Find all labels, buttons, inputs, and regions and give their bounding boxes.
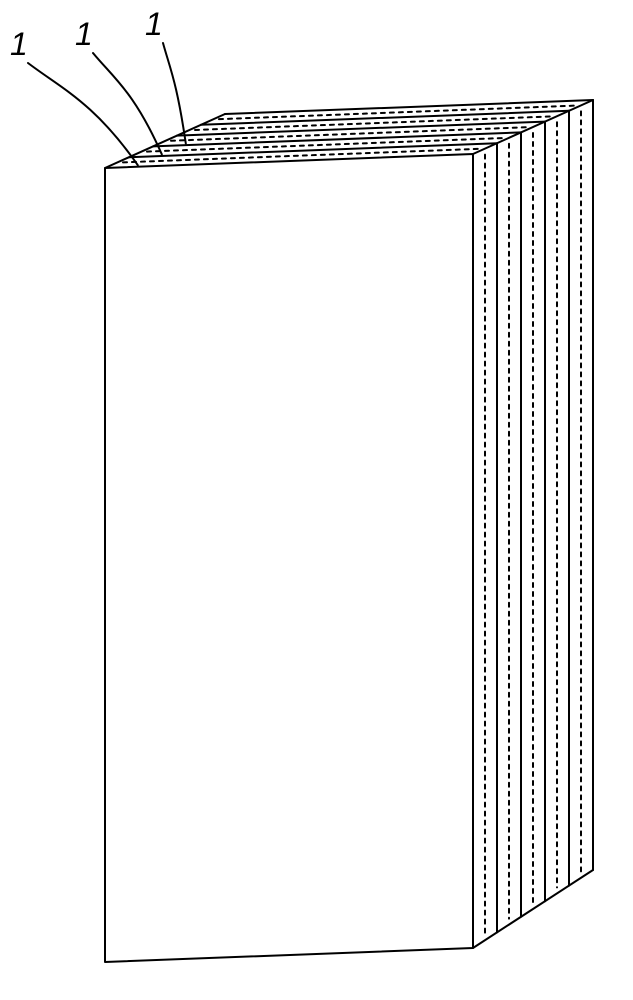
- layer-label: 1: [75, 16, 93, 52]
- layer-label: 1: [145, 6, 163, 42]
- labels: 1 1 1: [10, 6, 163, 62]
- layered-block-diagram: 1 1 1: [0, 0, 633, 1000]
- solid-edges: [105, 100, 593, 962]
- layer-label: 1: [10, 26, 28, 62]
- dashed-edges: [123, 106, 581, 935]
